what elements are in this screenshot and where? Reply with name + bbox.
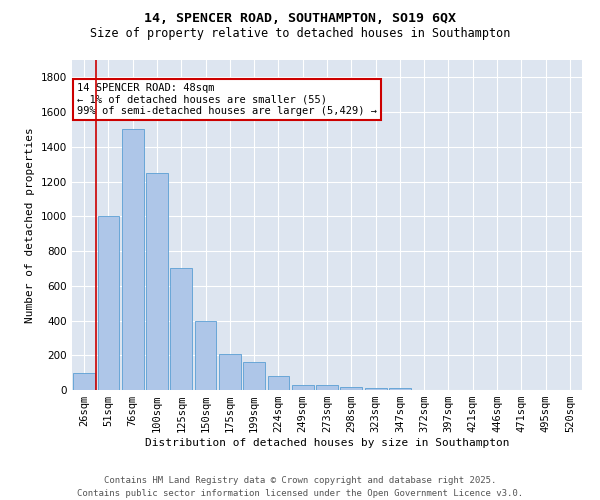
Bar xyxy=(122,130,143,390)
Bar xyxy=(170,268,192,390)
X-axis label: Distribution of detached houses by size in Southampton: Distribution of detached houses by size … xyxy=(145,438,509,448)
Bar xyxy=(268,376,289,390)
Bar xyxy=(365,388,386,390)
Bar xyxy=(194,320,217,390)
Y-axis label: Number of detached properties: Number of detached properties xyxy=(25,127,35,323)
Text: Size of property relative to detached houses in Southampton: Size of property relative to detached ho… xyxy=(90,28,510,40)
Text: 14 SPENCER ROAD: 48sqm
← 1% of detached houses are smaller (55)
99% of semi-deta: 14 SPENCER ROAD: 48sqm ← 1% of detached … xyxy=(77,83,377,116)
Bar xyxy=(146,173,168,390)
Bar xyxy=(73,372,95,390)
Bar xyxy=(316,385,338,390)
Text: 14, SPENCER ROAD, SOUTHAMPTON, SO19 6QX: 14, SPENCER ROAD, SOUTHAMPTON, SO19 6QX xyxy=(144,12,456,26)
Bar xyxy=(97,216,119,390)
Bar xyxy=(243,362,265,390)
Bar xyxy=(219,354,241,390)
Text: Contains HM Land Registry data © Crown copyright and database right 2025.
Contai: Contains HM Land Registry data © Crown c… xyxy=(77,476,523,498)
Bar xyxy=(340,388,362,390)
Bar xyxy=(292,385,314,390)
Bar xyxy=(389,388,411,390)
